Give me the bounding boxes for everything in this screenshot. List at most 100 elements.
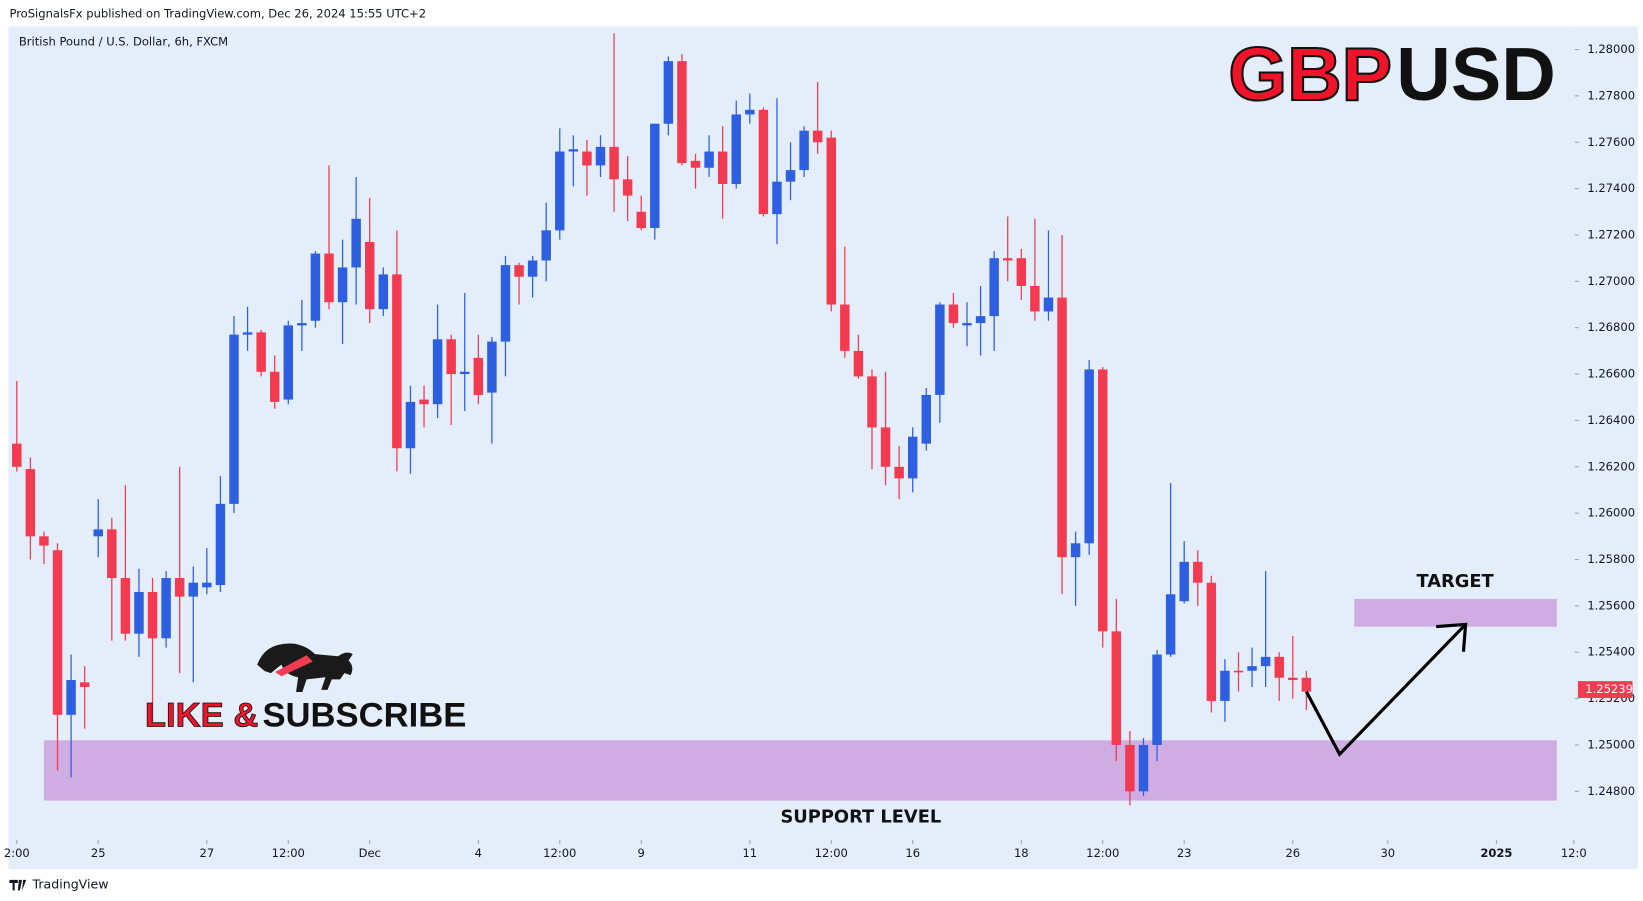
y-tick-label: 1.28000 <box>1587 42 1635 56</box>
candle-body <box>717 151 728 184</box>
candle-body <box>1016 258 1027 286</box>
candle-body <box>745 109 755 115</box>
y-tick-label: 1.27000 <box>1587 274 1635 288</box>
candle-body <box>1260 656 1271 667</box>
candle-body <box>907 436 918 479</box>
y-tick-label: 1.27400 <box>1587 181 1635 195</box>
x-tick-label: 27 <box>199 846 214 860</box>
candle-body <box>595 146 606 166</box>
arrow-head <box>1436 622 1468 652</box>
candle-body <box>93 529 103 537</box>
y-tick-label: 1.25600 <box>1587 598 1635 612</box>
candle-body <box>609 146 619 180</box>
candle-body <box>324 253 334 303</box>
candle-body <box>1030 285 1040 312</box>
candle-body <box>1125 744 1135 792</box>
candle-body <box>677 61 687 164</box>
candle-body <box>460 371 470 375</box>
candle-body <box>297 323 307 326</box>
candle-body <box>1179 561 1189 602</box>
candle-body <box>310 253 321 321</box>
candle-body <box>514 265 524 277</box>
candle-body <box>1057 297 1067 558</box>
candle-body <box>894 466 904 479</box>
x-tick-label: 16 <box>905 846 920 860</box>
candle-body <box>1206 582 1217 701</box>
candle-body <box>826 137 836 305</box>
candle-body <box>758 109 769 215</box>
y-tick-label: 1.25000 <box>1587 737 1635 751</box>
candle-body <box>283 325 294 400</box>
candle-body <box>79 682 90 688</box>
y-tick-label: 1.24800 <box>1587 784 1635 798</box>
candle-body <box>405 401 416 449</box>
candle-body <box>487 341 497 393</box>
candle-body <box>880 427 891 467</box>
candle-body <box>555 151 565 231</box>
x-tick-label: 11 <box>742 846 757 860</box>
y-tick-label: 1.26200 <box>1587 459 1635 473</box>
candle-body <box>935 304 945 395</box>
x-tick-label: 18 <box>1014 846 1029 860</box>
x-tick-label: 9 <box>638 846 645 860</box>
candle-body <box>1070 543 1081 558</box>
candle-body <box>351 218 361 268</box>
candle-body <box>785 170 796 182</box>
candle-body <box>1233 670 1244 673</box>
candle-body <box>636 211 646 229</box>
zone <box>43 740 1557 801</box>
candle-body <box>1152 654 1162 745</box>
candle-body <box>568 149 579 152</box>
candle-body <box>256 332 266 372</box>
candle-body <box>378 274 389 310</box>
candle-body <box>772 181 782 215</box>
candle-body <box>1084 369 1094 544</box>
candle-body <box>1274 656 1284 678</box>
candle-body <box>269 371 280 402</box>
candle-body <box>622 179 633 196</box>
zone-label: SUPPORT LEVEL <box>780 806 941 827</box>
header: ProSignalsFx published on TradingView.co… <box>9 6 426 20</box>
last-price-box <box>1577 681 1633 698</box>
x-tick-label: 30 <box>1380 846 1395 860</box>
candle-body <box>663 61 674 124</box>
y-tick-label: 1.26600 <box>1587 367 1635 381</box>
candle-body <box>242 332 253 335</box>
candle-body <box>799 130 809 171</box>
candle-body <box>161 578 171 639</box>
candle-body <box>1098 369 1108 632</box>
candle-body <box>541 230 551 261</box>
candle-body <box>1138 744 1149 792</box>
y-tick-label: 1.25800 <box>1587 552 1635 566</box>
y-tick-label: 1.27800 <box>1587 88 1635 102</box>
y-tick-label: 1.27200 <box>1587 227 1635 241</box>
candle-body <box>500 265 511 342</box>
candle-body <box>39 536 49 546</box>
candle-body <box>1111 631 1122 745</box>
candle-body <box>582 151 592 166</box>
x-axis-area <box>8 839 1575 870</box>
candle-body <box>12 443 22 467</box>
title-usd: USD <box>1396 33 1556 117</box>
x-tick-label: 12:0 <box>1561 846 1587 860</box>
candle-body <box>527 260 538 277</box>
candle-body <box>66 680 76 715</box>
candle-body <box>975 316 986 324</box>
candle-body <box>337 267 348 303</box>
x-tick-label: 2025 <box>1480 846 1512 860</box>
candle-body <box>229 334 239 504</box>
candle-body <box>1288 677 1298 681</box>
candle-body <box>52 550 63 715</box>
promo-like: LIKE & <box>145 696 259 734</box>
y-tick-label: 1.26800 <box>1587 320 1635 334</box>
candle-body <box>1043 297 1054 312</box>
footer: TradingView <box>32 877 109 892</box>
candle-body <box>120 578 131 634</box>
candle-body <box>853 350 864 377</box>
candle-body <box>134 591 144 634</box>
candle-body <box>1165 594 1176 655</box>
candle-body <box>174 578 185 597</box>
x-tick-label: 26 <box>1285 846 1300 860</box>
candle-body <box>1220 670 1230 701</box>
